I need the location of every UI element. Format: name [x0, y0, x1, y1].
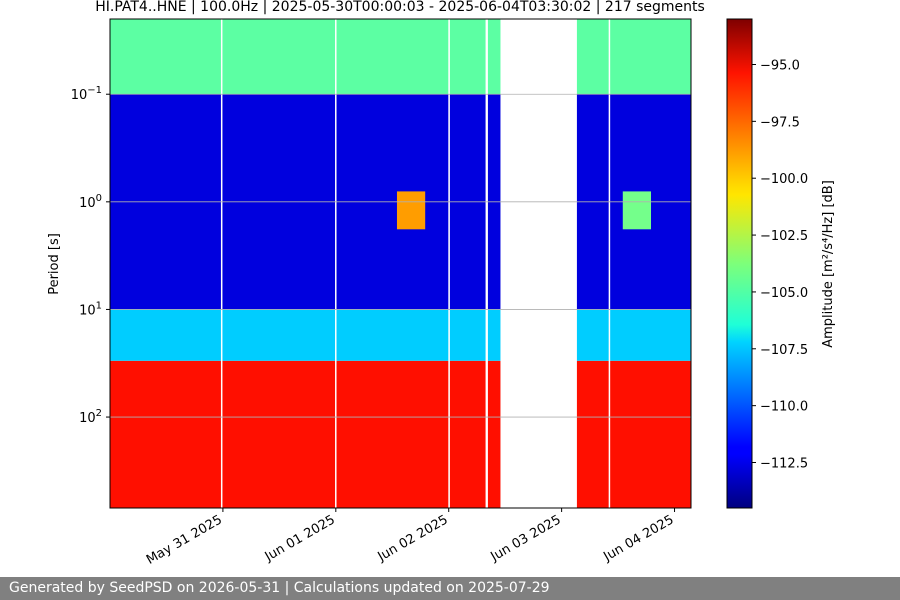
- colorbar-tick-label: −112.5: [760, 457, 808, 472]
- colorbar-tick-label: −110.0: [760, 400, 808, 415]
- x-tick-label: May 31 2025: [144, 512, 225, 567]
- x-tick-label: Jun 02 2025: [375, 512, 451, 565]
- heatmap-band: [110, 19, 691, 95]
- y-tick-label: 100: [79, 193, 102, 211]
- y-axis-label: Period [s]: [47, 233, 62, 295]
- data-gap: [220, 19, 223, 508]
- x-tick-label: Jun 04 2025: [600, 512, 676, 565]
- y-gridlines: [110, 93, 691, 418]
- colorbar-tick-label: −107.5: [760, 343, 808, 358]
- data-gap: [485, 19, 488, 508]
- data-gap: [448, 19, 450, 508]
- data-gap: [335, 19, 337, 508]
- y-axis: 10−1 100 101 102: [71, 85, 110, 426]
- x-tick-label: Jun 03 2025: [488, 512, 564, 565]
- colorbar-tick-label: −100.0: [760, 172, 808, 187]
- data-gaps: [220, 19, 611, 508]
- colorbar-tick-label: −97.5: [760, 115, 800, 130]
- x-tick-label: Jun 01 2025: [262, 512, 338, 565]
- plot-area: May 31 2025 Jun 01 2025 Jun 02 2025 Jun 03 …: [71, 18, 692, 568]
- heatmap-feature: [622, 191, 652, 230]
- colorbar: −95.0 −97.5 −100.0 −102.5 −105.0 −107.5 −110.0…: [726, 18, 836, 509]
- heatmap-band: [110, 360, 691, 508]
- data-gap: [500, 19, 577, 508]
- plot-frame: [109, 18, 692, 509]
- colorbar-label: Amplitude [m²/s⁴/Hz] [dB]: [821, 180, 836, 348]
- chart-title: HI.PAT4..HNE | 100.0Hz | 2025-05-30T00:0…: [95, 0, 705, 15]
- x-axis: May 31 2025 Jun 01 2025 Jun 02 2025 Jun 03 …: [144, 508, 677, 568]
- heatmap-cells: [110, 19, 691, 508]
- data-gap: [608, 19, 611, 508]
- y-tick-label: 10−1: [71, 85, 102, 103]
- heatmap-feature: [396, 191, 426, 230]
- heatmap-band: [110, 309, 691, 361]
- y-tick-label: 102: [79, 408, 102, 426]
- colorbar-tick-label: −102.5: [760, 229, 808, 244]
- colorbar-tick-label: −95.0: [760, 58, 800, 73]
- y-tick-label: 101: [79, 300, 102, 318]
- colorbar-tick-label: −105.0: [760, 286, 808, 301]
- colorbar-ticks: −95.0 −97.5 −100.0 −102.5 −105.0 −107.5 −110.0…: [752, 58, 808, 472]
- colorbar-gradient: [726, 18, 753, 509]
- footer-bar: Generated by SeedPSD on 2026-05-31 | Cal…: [0, 577, 900, 600]
